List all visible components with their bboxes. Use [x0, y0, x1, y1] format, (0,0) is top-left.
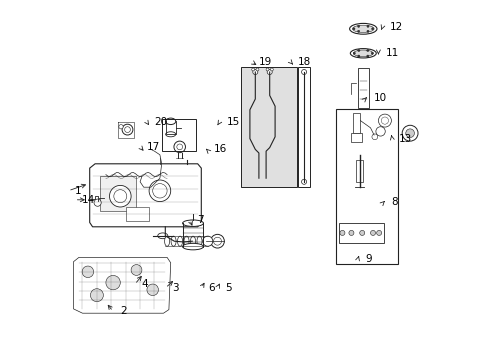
Circle shape	[348, 230, 353, 235]
Circle shape	[370, 52, 373, 54]
Text: 7: 7	[197, 215, 203, 225]
Circle shape	[109, 185, 131, 207]
Text: 12: 12	[389, 22, 402, 32]
Ellipse shape	[165, 118, 175, 125]
Circle shape	[106, 275, 120, 290]
Ellipse shape	[183, 236, 189, 246]
Text: 2: 2	[120, 306, 127, 316]
Text: 14: 14	[81, 195, 95, 205]
Circle shape	[210, 234, 224, 248]
Circle shape	[119, 125, 123, 129]
Circle shape	[131, 265, 142, 275]
Bar	[101, 176, 136, 211]
Circle shape	[352, 28, 354, 30]
Circle shape	[266, 69, 272, 75]
Text: 6: 6	[208, 283, 215, 293]
Text: 5: 5	[224, 283, 231, 293]
Ellipse shape	[165, 132, 175, 137]
Polygon shape	[73, 257, 170, 313]
Circle shape	[301, 69, 306, 75]
Text: 10: 10	[373, 93, 386, 103]
Bar	[357, 68, 368, 108]
Text: 3: 3	[172, 283, 179, 293]
Circle shape	[149, 180, 170, 202]
Text: 20: 20	[153, 117, 166, 127]
Ellipse shape	[349, 49, 375, 58]
Text: 4: 4	[142, 279, 148, 289]
Circle shape	[122, 124, 133, 135]
Ellipse shape	[171, 236, 176, 246]
Bar	[355, 160, 363, 182]
Ellipse shape	[158, 233, 167, 239]
Circle shape	[366, 30, 368, 32]
Bar	[352, 113, 360, 133]
Text: 16: 16	[213, 144, 227, 154]
Circle shape	[357, 49, 359, 51]
Text: 19: 19	[258, 57, 272, 67]
Circle shape	[370, 230, 375, 235]
Ellipse shape	[182, 220, 203, 226]
Circle shape	[251, 68, 254, 71]
Circle shape	[90, 289, 103, 302]
Circle shape	[146, 284, 158, 296]
Circle shape	[265, 68, 268, 71]
Ellipse shape	[177, 236, 182, 246]
Circle shape	[359, 230, 364, 235]
Circle shape	[371, 134, 377, 140]
Text: 15: 15	[226, 117, 239, 127]
Bar	[350, 133, 362, 142]
Circle shape	[376, 230, 381, 235]
Circle shape	[94, 199, 101, 206]
Ellipse shape	[190, 236, 195, 246]
Circle shape	[375, 127, 385, 136]
Circle shape	[301, 179, 306, 184]
Ellipse shape	[164, 236, 169, 246]
Text: 9: 9	[365, 254, 371, 264]
Text: 17: 17	[147, 142, 160, 152]
Circle shape	[203, 236, 212, 246]
Ellipse shape	[352, 25, 373, 32]
Circle shape	[371, 28, 373, 30]
Circle shape	[366, 25, 368, 27]
Bar	[162, 119, 196, 151]
Text: 13: 13	[399, 134, 412, 144]
Ellipse shape	[349, 23, 376, 34]
Ellipse shape	[353, 50, 372, 57]
Circle shape	[378, 114, 390, 127]
Bar	[125, 207, 149, 221]
Text: 1: 1	[75, 186, 82, 196]
Circle shape	[82, 266, 94, 278]
Bar	[338, 223, 383, 243]
Circle shape	[252, 69, 257, 75]
Circle shape	[339, 230, 344, 235]
Circle shape	[256, 68, 258, 71]
Circle shape	[174, 141, 185, 153]
Text: 8: 8	[390, 197, 397, 207]
Circle shape	[352, 52, 355, 54]
Circle shape	[401, 125, 417, 141]
Circle shape	[270, 68, 273, 71]
Text: 11: 11	[385, 48, 398, 58]
Text: 18: 18	[297, 57, 310, 67]
Bar	[241, 67, 296, 187]
Circle shape	[366, 55, 368, 57]
Bar	[297, 67, 310, 187]
Bar	[336, 109, 397, 264]
Ellipse shape	[182, 243, 203, 250]
Circle shape	[405, 129, 413, 138]
Circle shape	[366, 49, 368, 51]
Circle shape	[357, 30, 359, 32]
Ellipse shape	[197, 236, 202, 246]
Circle shape	[357, 55, 359, 57]
Circle shape	[357, 25, 359, 27]
Polygon shape	[89, 164, 201, 227]
